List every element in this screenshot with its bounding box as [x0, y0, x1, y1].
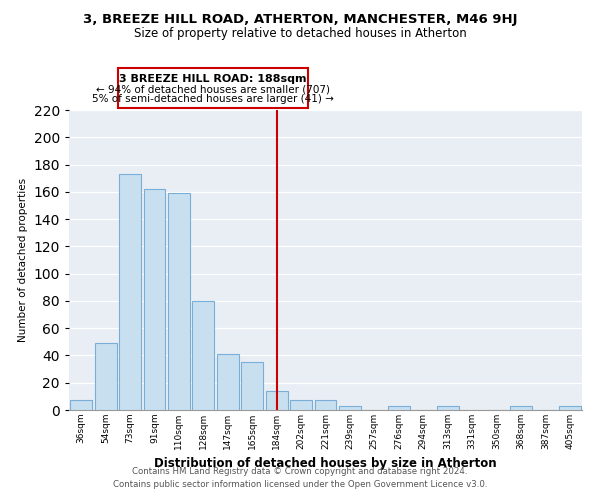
Bar [70, 400, 92, 410]
Text: ← 94% of detached houses are smaller (707): ← 94% of detached houses are smaller (70… [96, 84, 330, 94]
Bar [510, 406, 532, 410]
Y-axis label: Number of detached properties: Number of detached properties [18, 178, 28, 342]
Bar [266, 391, 287, 410]
Bar [388, 406, 410, 410]
Bar [168, 193, 190, 410]
Bar [193, 301, 214, 410]
Text: 3 BREEZE HILL ROAD: 188sqm: 3 BREEZE HILL ROAD: 188sqm [119, 74, 307, 84]
Bar [437, 406, 458, 410]
Bar [241, 362, 263, 410]
Bar [119, 174, 141, 410]
Text: 5% of semi-detached houses are larger (41) →: 5% of semi-detached houses are larger (4… [92, 94, 334, 104]
Text: 3, BREEZE HILL ROAD, ATHERTON, MANCHESTER, M46 9HJ: 3, BREEZE HILL ROAD, ATHERTON, MANCHESTE… [83, 12, 517, 26]
Bar [217, 354, 239, 410]
Bar [339, 406, 361, 410]
Bar [290, 400, 312, 410]
Bar [95, 343, 116, 410]
Text: Contains HM Land Registry data © Crown copyright and database right 2024.: Contains HM Land Registry data © Crown c… [132, 468, 468, 476]
Bar [314, 400, 337, 410]
Text: Size of property relative to detached houses in Atherton: Size of property relative to detached ho… [134, 28, 466, 40]
Bar [559, 406, 581, 410]
X-axis label: Distribution of detached houses by size in Atherton: Distribution of detached houses by size … [154, 458, 497, 470]
Bar [143, 189, 166, 410]
Text: Contains public sector information licensed under the Open Government Licence v3: Contains public sector information licen… [113, 480, 487, 489]
